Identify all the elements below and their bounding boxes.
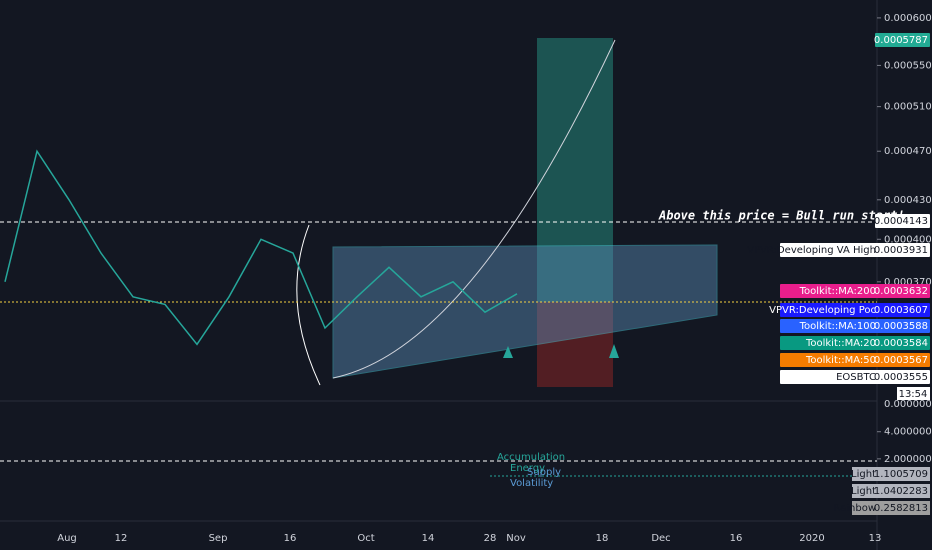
x-tick-label: Sep bbox=[209, 533, 228, 544]
indicator-tag-value: 0.2582813 bbox=[874, 503, 928, 514]
indicator-tag-label: Light bbox=[851, 486, 876, 497]
indicator-label: Supply bbox=[527, 467, 561, 478]
indicator-tag-label: Rainbow bbox=[833, 503, 876, 514]
price-tag-label: EOSBTC bbox=[836, 372, 876, 383]
indicator-label: Energy bbox=[510, 463, 545, 474]
indicator-label: Accumulation bbox=[497, 452, 565, 463]
x-tick-label: Oct bbox=[357, 533, 374, 544]
projection-arrow bbox=[332, 39, 616, 379]
long-target-zone bbox=[537, 38, 613, 302]
indicator-tag bbox=[852, 467, 930, 481]
price-tag bbox=[780, 353, 930, 367]
indicator-tag-value: 1.0402283 bbox=[874, 486, 928, 497]
annotation: Above this price = Bull run start! bbox=[658, 209, 905, 223]
price-line bbox=[4, 149, 518, 346]
x-tick-label: 12 bbox=[115, 533, 128, 544]
x-tick-label: 2020 bbox=[799, 533, 824, 544]
price-tag-value: 0.0005787 bbox=[874, 35, 928, 46]
indicator-label: Volatility bbox=[510, 478, 553, 489]
x-tick-label: Dec bbox=[651, 533, 670, 544]
x-tick-label: 14 bbox=[422, 533, 435, 544]
price-tag bbox=[780, 303, 930, 317]
price-tag-value: 0.0003567 bbox=[874, 355, 928, 366]
price-tag-value: 0.0003555 bbox=[874, 372, 928, 383]
price-tag-value: 0.0003931 bbox=[874, 245, 928, 256]
indicator-tag-value: 1.1005709 bbox=[874, 469, 928, 480]
indicator-tag bbox=[852, 501, 930, 515]
price-tag-value: 0.0003584 bbox=[874, 338, 928, 349]
price-tag bbox=[780, 284, 930, 298]
time-tag-text: 13:54 bbox=[899, 389, 928, 400]
price-tag-label: Toolkit::MA:50 bbox=[805, 355, 876, 366]
x-tick-label: 16 bbox=[730, 533, 743, 544]
time-tag bbox=[897, 387, 930, 400]
price-tag-label: VPVR:Developing VA High bbox=[747, 245, 876, 256]
channel bbox=[332, 244, 718, 379]
x-tick-label: 13 bbox=[869, 533, 882, 544]
long-stop-zone bbox=[537, 302, 613, 387]
x-tick-label: Nov bbox=[506, 533, 526, 544]
price-tag-value: 0.0003632 bbox=[874, 286, 928, 297]
x-tick-label: 18 bbox=[596, 533, 609, 544]
price-tag-label: VPVR:Developing Poc bbox=[769, 305, 876, 316]
price-tag-value: 0.0003588 bbox=[874, 321, 928, 332]
price-tag-value: 0.0003607 bbox=[874, 305, 928, 316]
price-tag-label: Toolkit::MA:100 bbox=[799, 321, 876, 332]
price-tag bbox=[780, 319, 930, 333]
x-tick-label: 16 bbox=[284, 533, 297, 544]
indicator-tag bbox=[852, 484, 930, 498]
up-arrow bbox=[609, 344, 619, 358]
indicator-tag-label: Light bbox=[851, 469, 876, 480]
price-tag bbox=[875, 214, 930, 228]
price-tag bbox=[875, 33, 930, 47]
price-tag bbox=[780, 336, 930, 350]
up-arrow bbox=[503, 346, 513, 358]
x-tick-label: 28 bbox=[484, 533, 497, 544]
price-tag bbox=[780, 243, 930, 257]
price-tag-label: Toolkit::MA:20 bbox=[805, 338, 876, 349]
x-tick-label: Aug bbox=[57, 533, 77, 544]
price-tag-label: Toolkit::MA:200 bbox=[799, 286, 876, 297]
price-tag-value: 0.0004143 bbox=[874, 216, 928, 227]
price-tag bbox=[780, 370, 930, 384]
